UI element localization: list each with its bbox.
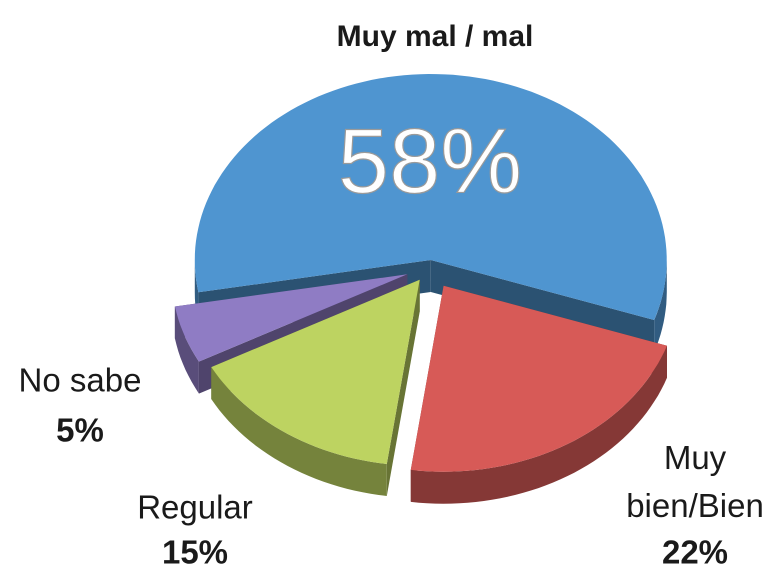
slice-side [386, 279, 420, 496]
category-label: Regular [137, 489, 253, 526]
value-label: 58% [338, 110, 522, 212]
category-label: Muy mal / mal [337, 20, 534, 53]
slice [194, 74, 667, 320]
label-line: Muy [664, 439, 727, 476]
slice-edge [174, 306, 199, 394]
slice [211, 279, 420, 464]
slice-group [410, 285, 667, 504]
slice [410, 285, 667, 472]
slice [174, 274, 408, 362]
label-line: bien/Bien [626, 487, 764, 524]
value-label: 5% [56, 412, 104, 449]
slice-group [211, 279, 420, 496]
category-label: No sabe [19, 362, 142, 399]
slice-edge [211, 367, 387, 496]
value-label: 15% [162, 534, 228, 571]
category-label: Muy bien/Bien [626, 439, 764, 524]
value-label: 22% [662, 534, 728, 571]
slice-edge [410, 345, 667, 504]
slice-edge [654, 260, 667, 352]
